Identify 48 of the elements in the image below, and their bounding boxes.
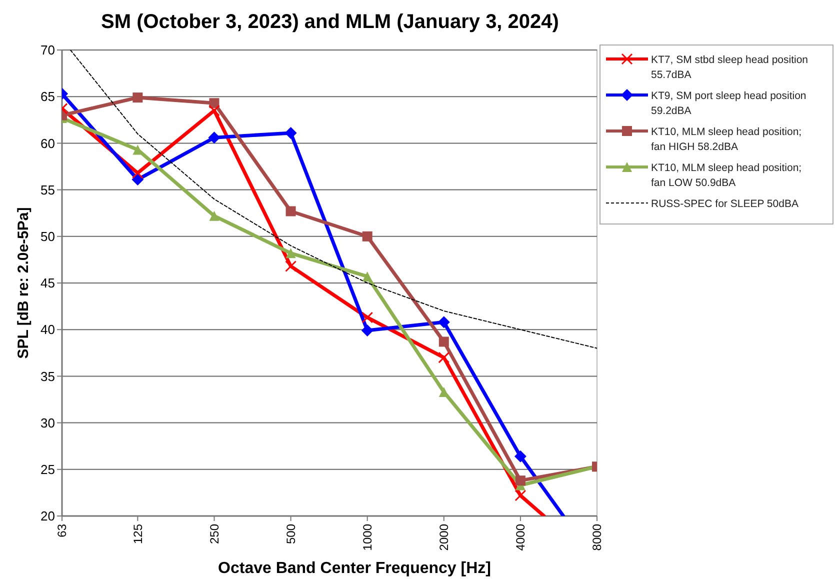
point (362, 271, 372, 282)
point (361, 324, 374, 337)
point (132, 92, 143, 103)
y-tick-label: 60 (40, 136, 55, 151)
point (438, 352, 450, 364)
point (438, 336, 449, 347)
point (286, 248, 296, 258)
legend-label: KT7, SM stbd sleep head position 55.7dBA (651, 54, 808, 81)
point (284, 126, 297, 139)
point (132, 174, 144, 186)
point (514, 450, 526, 462)
point (208, 104, 220, 116)
x-tick-label: 2000 (437, 524, 452, 551)
x-tick-label: 250 (207, 524, 222, 544)
y-tick-label: 45 (40, 276, 55, 291)
y-tick-label: 20 (40, 508, 55, 524)
legend-label: RUSS-SPEC for SLEEP 50dBA (651, 198, 798, 210)
y-tick-label: 25 (40, 462, 55, 477)
y-tick-label: 40 (40, 322, 55, 338)
x-axis-title: Octave Band Center Frequency [Hz] (218, 560, 491, 577)
point (285, 260, 297, 272)
legend-label: KT10, MLM sleep head position; fan LOW 50.9dBA (651, 162, 802, 189)
point (209, 210, 220, 221)
x-tick-label: 4000 (514, 524, 528, 551)
point (438, 387, 449, 398)
y-axis-title: SPL [dB re: 2.0e-5Pa] (15, 207, 32, 359)
x-tick-label: 8000 (590, 524, 604, 551)
point (362, 231, 372, 242)
point (514, 490, 526, 502)
point (362, 312, 374, 324)
y-tick-label: 30 (40, 415, 55, 430)
point (209, 98, 220, 108)
y-tick-label: 65 (40, 89, 55, 104)
y-tick-label: 50 (40, 228, 55, 244)
chart-title: SM (October 3, 2023) and MLM (January 3, 2024) (101, 11, 559, 33)
legend-label: KT10, MLM sleep head position; fan HIGH 58.2dBA (651, 126, 802, 153)
point (286, 206, 296, 216)
x-tick-label: 500 (284, 524, 298, 544)
x-tick-label: 63 (55, 524, 70, 538)
point (208, 132, 220, 144)
point (438, 316, 450, 328)
x-tick-label: 125 (130, 524, 145, 544)
y-tick-label: 55 (40, 182, 55, 198)
x-tick-label: 1000 (360, 524, 375, 551)
y-tick-label: 35 (40, 368, 55, 384)
legend-label: KT9, SM port sleep head position 59.2dBA (651, 90, 806, 117)
point (515, 476, 526, 486)
y-tick-label: 70 (40, 42, 55, 58)
